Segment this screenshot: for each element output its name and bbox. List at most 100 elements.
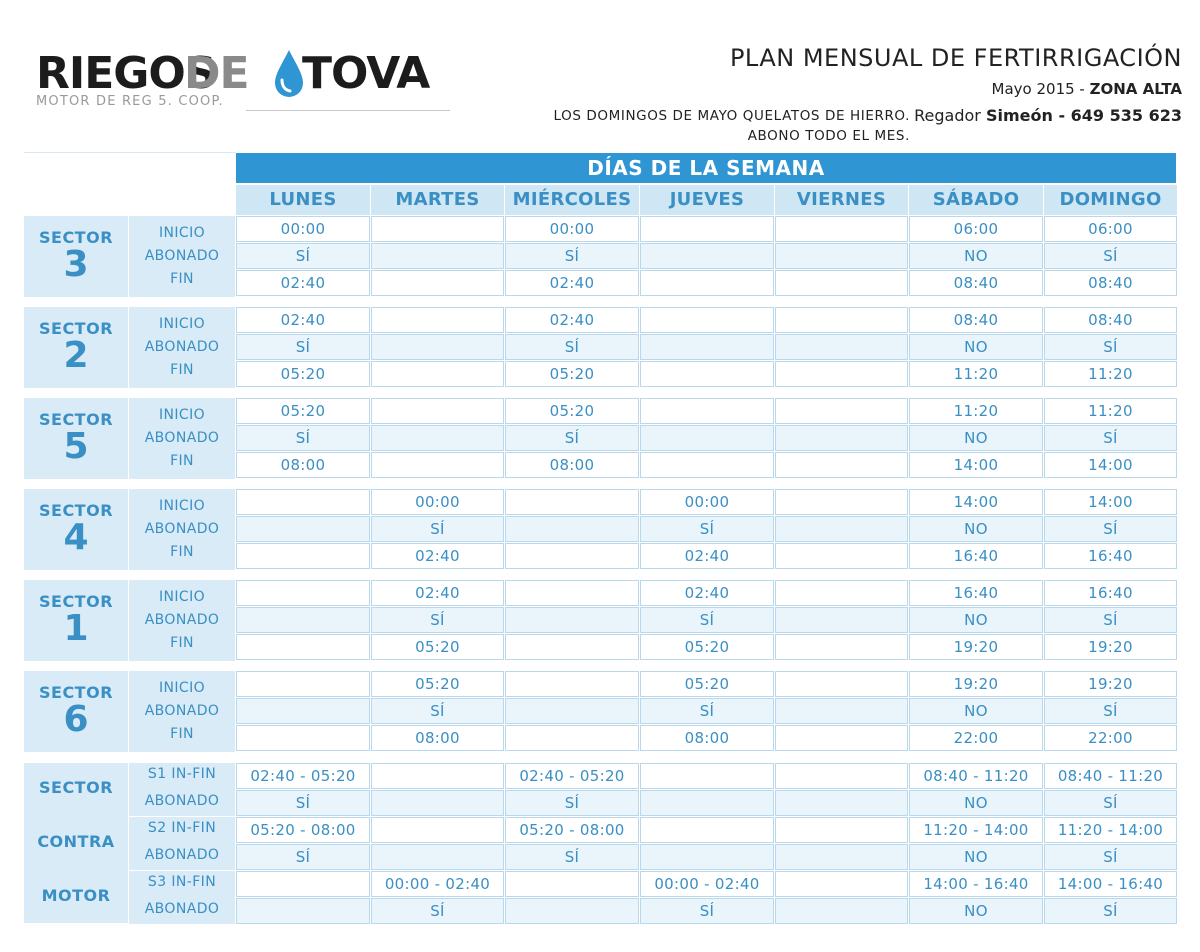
sector-number: 1 [63,608,89,649]
schedule-cell [371,216,504,242]
motor-schedule-cell: 00:00 - 02:40 [640,871,774,897]
schedule-cell: 00:00 [236,216,370,242]
day-header: JUEVES [640,185,774,215]
schedule-cell [775,580,908,606]
company-logo: RIEGOS DE TOVA MOTOR DE REG 5. COOP. [36,46,450,116]
field-label: INICIO [158,498,206,514]
field-label: FIN [170,726,194,742]
motor-schedule-cell [640,763,774,789]
sector-word: SECTOR [38,319,114,338]
schedule-cell [505,725,639,751]
schedule-cell: 05:20 [505,398,639,424]
schedule-cell [640,270,774,296]
field-label: INICIO [158,225,206,241]
divider [24,152,236,153]
water-drop-icon [275,50,303,97]
sector-number: 2 [63,335,89,376]
note-line-2: ABONO TODO EL MES. [747,128,910,144]
schedule-cell: SÍ [505,334,639,360]
schedule-cell: SÍ [236,425,370,451]
motor-schedule-cell: 11:20 - 14:00 [1044,817,1177,843]
schedule-cell: 19:20 [909,634,1043,660]
motor-field-label: ABONADO [129,898,235,924]
motor-field-label: S2 IN-FIN [129,817,235,844]
motor-field-label: S1 IN-FIN [129,763,235,790]
schedule-cell: 11:20 [1044,398,1177,424]
field-label: ABONADO [144,339,220,355]
motor-field-label: ABONADO [129,844,235,870]
schedule-cell [775,516,908,542]
schedule-cell [236,489,370,515]
schedule-cell: 19:20 [1044,671,1177,697]
day-header: MARTES [371,185,504,215]
motor-schedule-cell: NO [909,898,1043,924]
schedule-cell [640,243,774,269]
schedule-cell: 08:00 [640,725,774,751]
schedule-cell: 19:20 [1044,634,1177,660]
sector-label: SECTOR 2 [24,307,128,388]
motor-schedule-cell [505,871,639,897]
schedule-cell: 06:00 [909,216,1043,242]
schedule-cell [775,634,908,660]
schedule-cell: 02:40 [371,580,504,606]
schedule-cell: SÍ [371,607,504,633]
schedule-cell: 05:20 [640,671,774,697]
schedule-cell: SÍ [640,698,774,724]
schedule-cell [505,634,639,660]
schedule-cell [236,725,370,751]
motor-schedule-cell [640,844,774,870]
schedule-cell [775,334,908,360]
schedule-cell: 05:20 [505,361,639,387]
sector-word: SECTOR [38,228,114,247]
schedule-cell: 14:00 [1044,452,1177,478]
field-label: ABONADO [144,521,220,537]
sector-word: SECTOR [38,410,114,429]
schedule-cell: 02:40 [236,270,370,296]
motor-schedule-cell [371,817,504,843]
schedule-cell: 19:20 [909,671,1043,697]
schedule-cell [775,270,908,296]
motor-schedule-cell: NO [909,790,1043,816]
sector-label: SECTOR 3 [24,216,128,297]
day-header: VIERNES [775,185,908,215]
sector-number: 5 [63,426,89,467]
motor-schedule-cell: SÍ [640,898,774,924]
schedule-cell: 08:40 [1044,307,1177,333]
motor-schedule-cell: SÍ [371,898,504,924]
schedule-cell: 02:40 [236,307,370,333]
sector-label: SECTOR 1 [24,580,128,661]
schedule-cell [775,307,908,333]
day-header: DOMINGO [1044,185,1177,215]
schedule-cell [775,425,908,451]
motor-schedule-cell [640,817,774,843]
motor-label: MOTOR [41,886,111,905]
schedule-cell: 00:00 [371,489,504,515]
schedule-cell: 22:00 [909,725,1043,751]
sector-fields: INICIO ABONADO FIN [129,398,235,479]
schedule-cell: SÍ [640,607,774,633]
schedule-cell: 02:40 [505,270,639,296]
motor-schedule-cell [236,898,370,924]
motor-label: SECTOR [38,778,114,797]
schedule-cell [640,307,774,333]
sector-label: SECTOR 5 [24,398,128,479]
motor-schedule-cell: SÍ [1044,898,1177,924]
sector-word: SECTOR [38,592,114,611]
schedule-cell: 14:00 [909,489,1043,515]
motor-schedule-cell [640,790,774,816]
schedule-cell: 06:00 [1044,216,1177,242]
regador-name: Simeón - 649 535 623 [985,106,1182,125]
logo-word-tova: TOVA [302,48,430,99]
motor-schedule-cell: 08:40 - 11:20 [909,763,1043,789]
schedule-cell: SÍ [1044,607,1177,633]
regador-label: Regador [914,106,986,125]
schedule-cell: NO [909,698,1043,724]
schedule-cell: 08:40 [909,270,1043,296]
sector-label: SECTOR 4 [24,489,128,570]
schedule-cell [640,452,774,478]
schedule-cell: 08:00 [505,452,639,478]
schedule-cell [775,216,908,242]
page-title: PLAN MENSUAL DE FERTIRRIGACIÓN [729,44,1182,72]
schedule-cell [505,580,639,606]
motor-schedule-cell: 11:20 - 14:00 [909,817,1043,843]
